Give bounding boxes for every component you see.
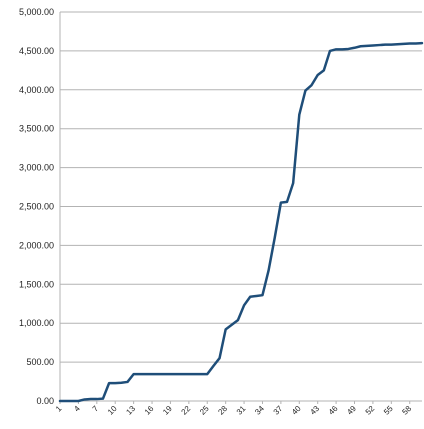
y-tick-label: 2,000.00: [19, 240, 54, 250]
y-tick-labels: 0.00 500.00 1,000.00 1,500.00 2,000.00 2,500.…: [19, 7, 54, 406]
x-tick-label: 49: [345, 404, 358, 417]
x-tick-label: 1: [54, 404, 64, 414]
x-tick-label: 16: [143, 404, 156, 417]
y-tick-label: 5,000.00: [19, 7, 54, 17]
x-tick-labels: 1 4 7 10 13 16 19 22 25 28 31 34 37 40 43 46 49 52 55 58: [54, 401, 414, 417]
y-tick-label: 1,500.00: [19, 279, 54, 289]
axes: [59, 12, 422, 402]
x-tick-label: 13: [124, 404, 137, 417]
x-tick-label: 19: [161, 404, 174, 417]
y-tick-label: 3,000.00: [19, 163, 54, 173]
x-tick-label: 7: [91, 404, 101, 414]
x-tick-label: 58: [400, 404, 413, 417]
x-tick-label: 37: [272, 404, 285, 417]
series-line: [58, 41, 424, 403]
x-tick-label: 46: [327, 404, 340, 417]
x-tick-label: 10: [106, 404, 119, 417]
x-tick-label: 40: [290, 404, 303, 417]
x-tick-label: 31: [235, 404, 248, 417]
series-group: [58, 41, 424, 403]
y-tick-label: 500.00: [26, 357, 54, 367]
x-tick-label: 22: [180, 404, 193, 417]
x-tick-label: 52: [364, 404, 377, 417]
x-tick-label: 4: [72, 404, 82, 414]
x-tick-label: 43: [308, 404, 321, 417]
x-tick-label: 28: [216, 404, 229, 417]
y-tick-label: 4,500.00: [19, 46, 54, 56]
y-tick-label: 1,000.00: [19, 318, 54, 328]
x-tick-label: 34: [253, 404, 266, 417]
y-tick-label: 2,500.00: [19, 202, 54, 212]
y-tick-label: 0.00: [36, 396, 54, 406]
x-tick-label: 25: [198, 404, 211, 417]
y-tick-label: 3,500.00: [19, 124, 54, 134]
y-tick-label: 4,000.00: [19, 85, 54, 95]
grid-lines: [60, 11, 422, 402]
x-tick-label: 55: [382, 404, 395, 417]
